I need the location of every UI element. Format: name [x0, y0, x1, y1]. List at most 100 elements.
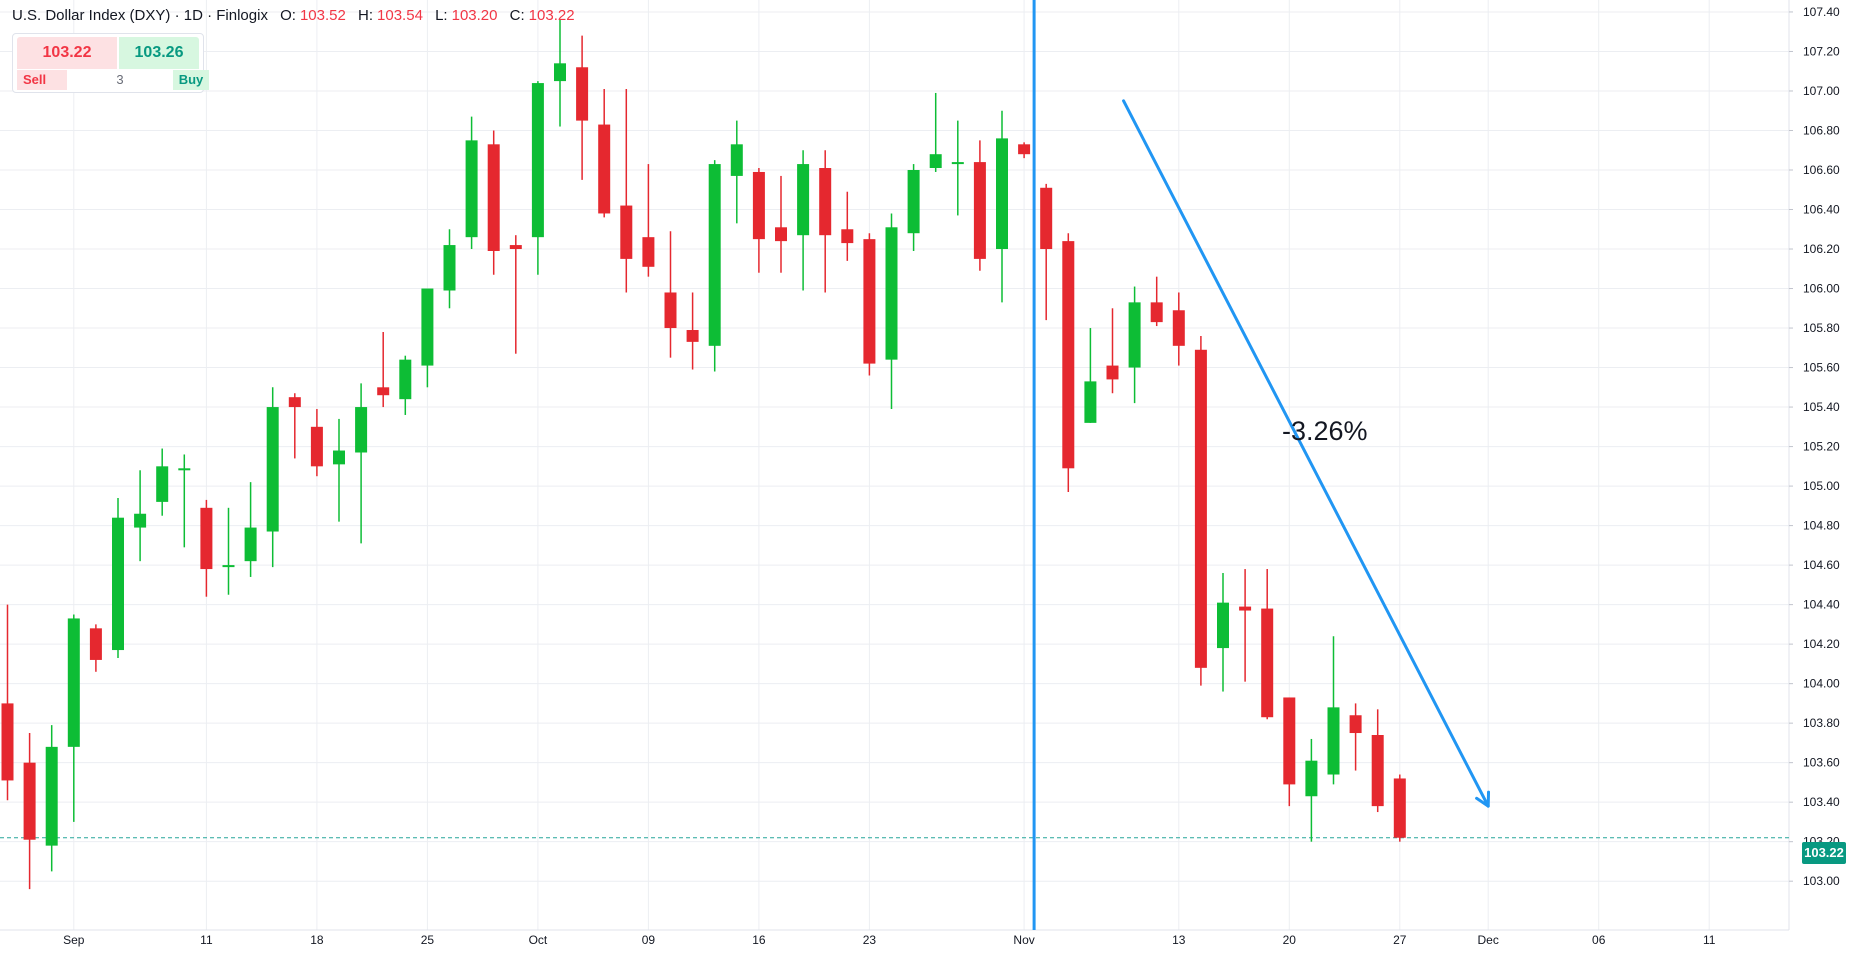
candle	[443, 229, 456, 309]
sell-button[interactable]: Sell	[17, 70, 67, 90]
interval[interactable]: 1D	[183, 7, 203, 24]
y-tick-label: 107.00	[1803, 84, 1840, 98]
candle	[1327, 636, 1340, 785]
candle	[333, 418, 345, 522]
y-tick-label: 107.40	[1803, 5, 1840, 19]
candle-body	[1261, 608, 1274, 718]
candle	[1106, 308, 1119, 394]
candle	[1, 604, 14, 801]
x-tick-label: 11	[1703, 933, 1716, 947]
percent-change-annotation[interactable]: -3.26%	[1282, 416, 1368, 446]
close-value: 103.22	[528, 7, 575, 24]
candle	[509, 235, 522, 354]
y-tick-label: 105.20	[1803, 440, 1840, 454]
high-label: H:	[358, 7, 374, 24]
candle-body	[929, 154, 942, 169]
candle-body	[973, 162, 986, 259]
x-tick-label: 20	[1283, 933, 1297, 947]
buy-button[interactable]: Buy	[173, 70, 209, 90]
quantity-field[interactable]: 3	[116, 72, 124, 87]
candle-body	[1106, 365, 1119, 380]
candle	[1349, 703, 1362, 771]
candle	[134, 470, 147, 562]
trend-arrowhead	[1475, 790, 1491, 808]
x-tick-label: 27	[1393, 933, 1407, 947]
candle	[1261, 569, 1274, 720]
candle	[156, 448, 169, 516]
candle	[288, 393, 301, 459]
candle-body	[244, 527, 257, 562]
y-tick-label: 103.80	[1803, 716, 1840, 730]
candle	[465, 116, 478, 250]
candle-body	[222, 565, 235, 568]
y-tick-label: 104.00	[1803, 677, 1840, 691]
candle	[1062, 233, 1075, 493]
candle-body	[907, 169, 920, 234]
y-tick-label: 104.60	[1803, 558, 1840, 572]
candle	[1393, 774, 1406, 842]
candle	[531, 81, 544, 275]
candle	[244, 482, 257, 577]
candle	[973, 140, 986, 271]
y-tick-label: 105.80	[1803, 321, 1840, 335]
candle-body	[819, 168, 832, 236]
y-tick-label: 104.40	[1803, 598, 1840, 612]
y-tick-label: 106.60	[1803, 163, 1840, 177]
candle	[399, 355, 412, 415]
candle-body	[23, 762, 36, 840]
candle-body	[642, 237, 655, 267]
candle-body	[509, 245, 522, 250]
y-tick-label: 106.00	[1803, 282, 1840, 296]
candle-body	[200, 507, 213, 570]
y-tick-label: 104.20	[1803, 637, 1840, 651]
candle-body	[1, 703, 14, 781]
candle-body	[686, 330, 699, 342]
trade-widget: 103.22 103.26 Sell 3 Buy	[12, 33, 209, 93]
candle	[310, 409, 323, 477]
candle	[642, 164, 655, 277]
trend-arrow[interactable]	[1122, 99, 1491, 808]
candle	[863, 233, 876, 376]
y-tick-label: 105.00	[1803, 479, 1840, 493]
candle-body	[730, 144, 743, 176]
candle	[708, 160, 721, 372]
candle-body	[797, 164, 810, 236]
buy-price-button[interactable]: 103.26	[119, 37, 199, 69]
legend-separator: ·	[207, 7, 217, 24]
candle	[620, 88, 633, 293]
candle-body	[1194, 349, 1207, 668]
y-tick-label: 106.20	[1803, 242, 1840, 256]
candle	[1283, 697, 1296, 807]
low-label: L:	[435, 7, 448, 24]
candle-body	[1062, 241, 1075, 469]
close-label: C:	[509, 7, 525, 24]
candle	[67, 614, 80, 822]
candle-body	[1128, 302, 1141, 368]
candle-body	[421, 288, 434, 366]
high-value: 103.54	[377, 7, 423, 24]
candle	[1217, 573, 1229, 692]
y-tick-label: 105.60	[1803, 361, 1840, 375]
sell-price-button[interactable]: 103.22	[17, 37, 117, 69]
x-tick-label: 13	[1172, 933, 1186, 947]
candle	[1172, 292, 1185, 366]
candle	[1305, 738, 1318, 842]
price-axis: 103.00103.20103.40103.60103.80104.00104.…	[1789, 5, 1840, 888]
candle	[1150, 276, 1163, 327]
candle	[1194, 335, 1207, 686]
x-tick-label: 16	[752, 933, 766, 947]
candle-body	[45, 746, 58, 846]
candle-body	[554, 63, 566, 82]
candle-body	[399, 359, 412, 400]
candle-body	[1018, 144, 1031, 155]
candle	[686, 292, 699, 370]
candle-body	[443, 245, 456, 291]
candle-body	[333, 450, 345, 465]
candle	[89, 624, 102, 672]
candle-body	[664, 292, 677, 329]
candle	[907, 164, 920, 251]
open-label: O:	[280, 7, 296, 24]
candle	[951, 120, 964, 216]
candle-body	[1239, 606, 1252, 611]
